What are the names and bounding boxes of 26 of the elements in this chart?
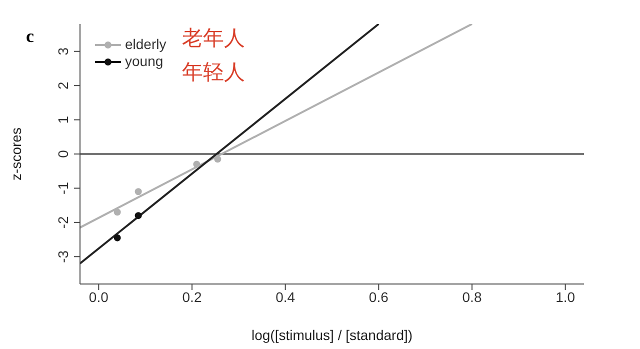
x-tick-label: 0.6	[368, 288, 389, 305]
y-axis-title: z-scores	[8, 128, 24, 180]
y-tick-label: 2	[55, 81, 71, 90]
point	[193, 160, 200, 168]
y-tick-label: 1	[55, 116, 71, 124]
legend-label: young	[125, 53, 164, 70]
annotation: 老年人	[182, 25, 245, 52]
annotation: 年轻人	[182, 59, 245, 86]
x-tick-label: 0.2	[182, 288, 202, 305]
x-axis-title: log([stimulus] / [standard])	[251, 327, 413, 343]
x-tick-label: 0.0	[88, 288, 109, 305]
point	[114, 234, 121, 242]
point	[214, 156, 222, 163]
y-tick-label: -3	[55, 250, 71, 263]
y-tick-label: 3	[55, 47, 71, 56]
legend-label: elderly	[125, 36, 166, 53]
x-tick-label: 0.4	[276, 288, 296, 305]
x-tick-label: 1.0	[556, 288, 576, 305]
chart-title: c	[26, 26, 34, 47]
y-tick-label: -1	[55, 182, 71, 194]
y-tick-label: -2	[55, 216, 71, 229]
y-tick-label: 0	[55, 150, 71, 158]
point	[134, 212, 142, 220]
point	[114, 208, 121, 216]
x-tick-label: 0.8	[462, 288, 482, 305]
point	[134, 188, 142, 196]
